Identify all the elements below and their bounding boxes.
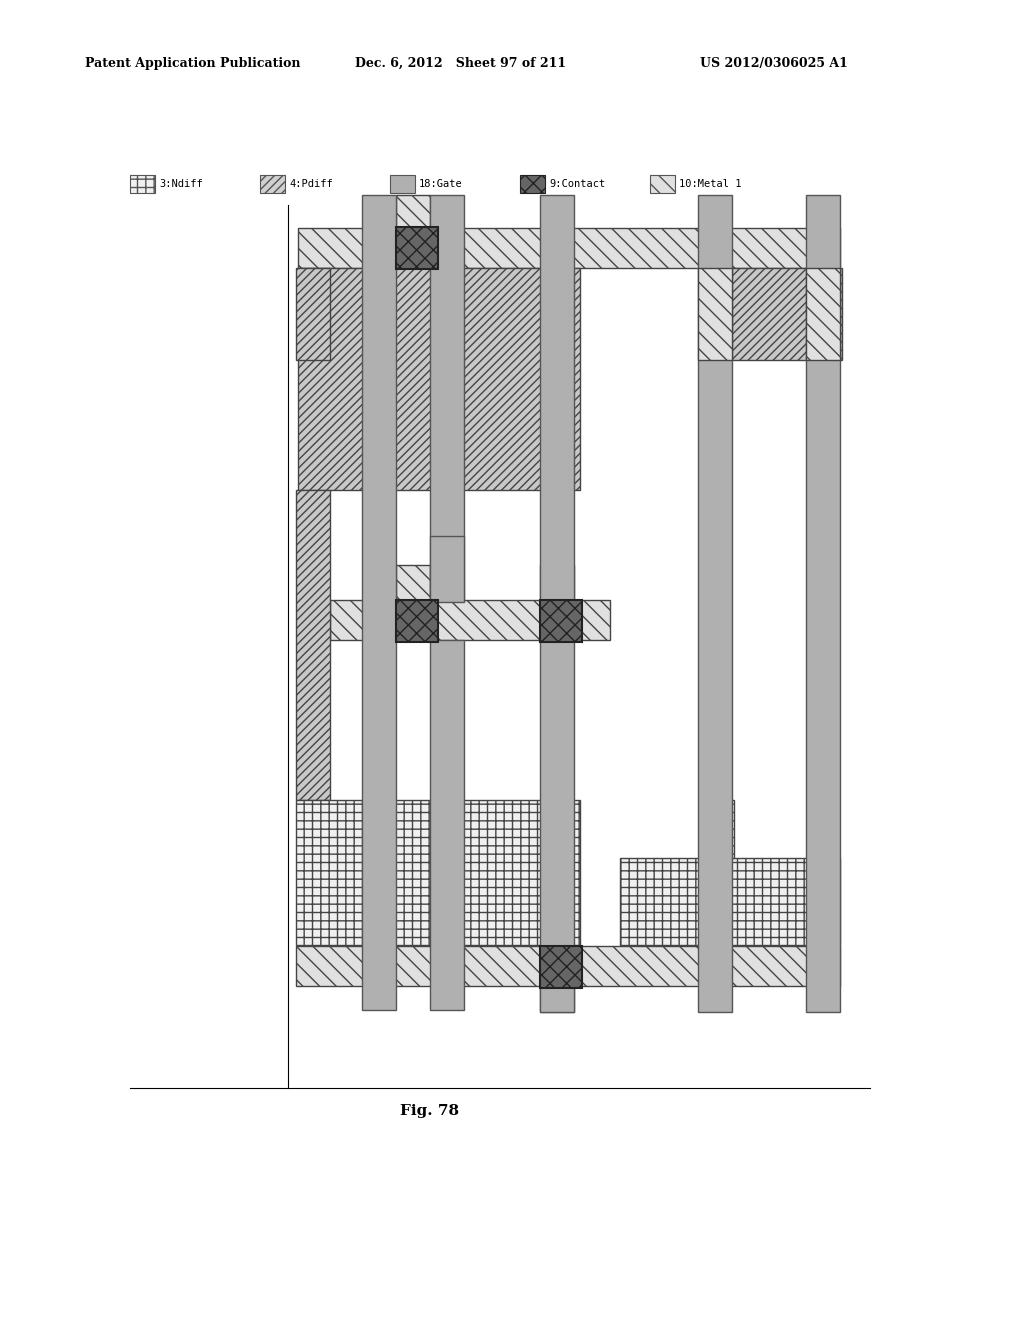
Bar: [330, 601, 610, 640]
Text: US 2012/0306025 A1: US 2012/0306025 A1: [700, 57, 848, 70]
Bar: [700, 800, 734, 858]
Text: Fig. 78: Fig. 78: [400, 1104, 460, 1118]
Bar: [390, 176, 415, 193]
Bar: [396, 195, 430, 230]
Bar: [650, 176, 675, 193]
Bar: [296, 490, 330, 800]
Text: 9:Contact: 9:Contact: [549, 180, 605, 189]
Bar: [260, 176, 285, 193]
Bar: [698, 195, 732, 1012]
Bar: [430, 195, 464, 601]
Text: 4:Pdiff: 4:Pdiff: [289, 180, 333, 189]
Bar: [806, 195, 840, 1012]
Bar: [540, 946, 582, 987]
Text: 10:Metal 1: 10:Metal 1: [679, 180, 741, 189]
Bar: [130, 176, 155, 193]
Bar: [698, 268, 732, 360]
Bar: [396, 227, 438, 269]
Text: Dec. 6, 2012   Sheet 97 of 211: Dec. 6, 2012 Sheet 97 of 211: [355, 57, 566, 70]
Bar: [620, 858, 840, 945]
Bar: [540, 601, 582, 642]
Bar: [430, 640, 464, 1010]
Bar: [296, 800, 580, 945]
Bar: [806, 268, 840, 360]
Bar: [540, 565, 574, 602]
Bar: [540, 986, 574, 1012]
Text: Patent Application Publication: Patent Application Publication: [85, 57, 300, 70]
Bar: [296, 946, 840, 986]
Text: 3:Ndiff: 3:Ndiff: [159, 180, 203, 189]
Bar: [520, 176, 545, 193]
Text: 18:Gate: 18:Gate: [419, 180, 463, 189]
Bar: [298, 228, 840, 268]
Bar: [430, 536, 464, 602]
Bar: [296, 268, 330, 360]
Bar: [396, 565, 430, 602]
Bar: [298, 268, 580, 490]
Bar: [540, 195, 574, 1012]
Bar: [396, 601, 438, 642]
Bar: [700, 268, 842, 360]
Bar: [362, 195, 396, 1010]
